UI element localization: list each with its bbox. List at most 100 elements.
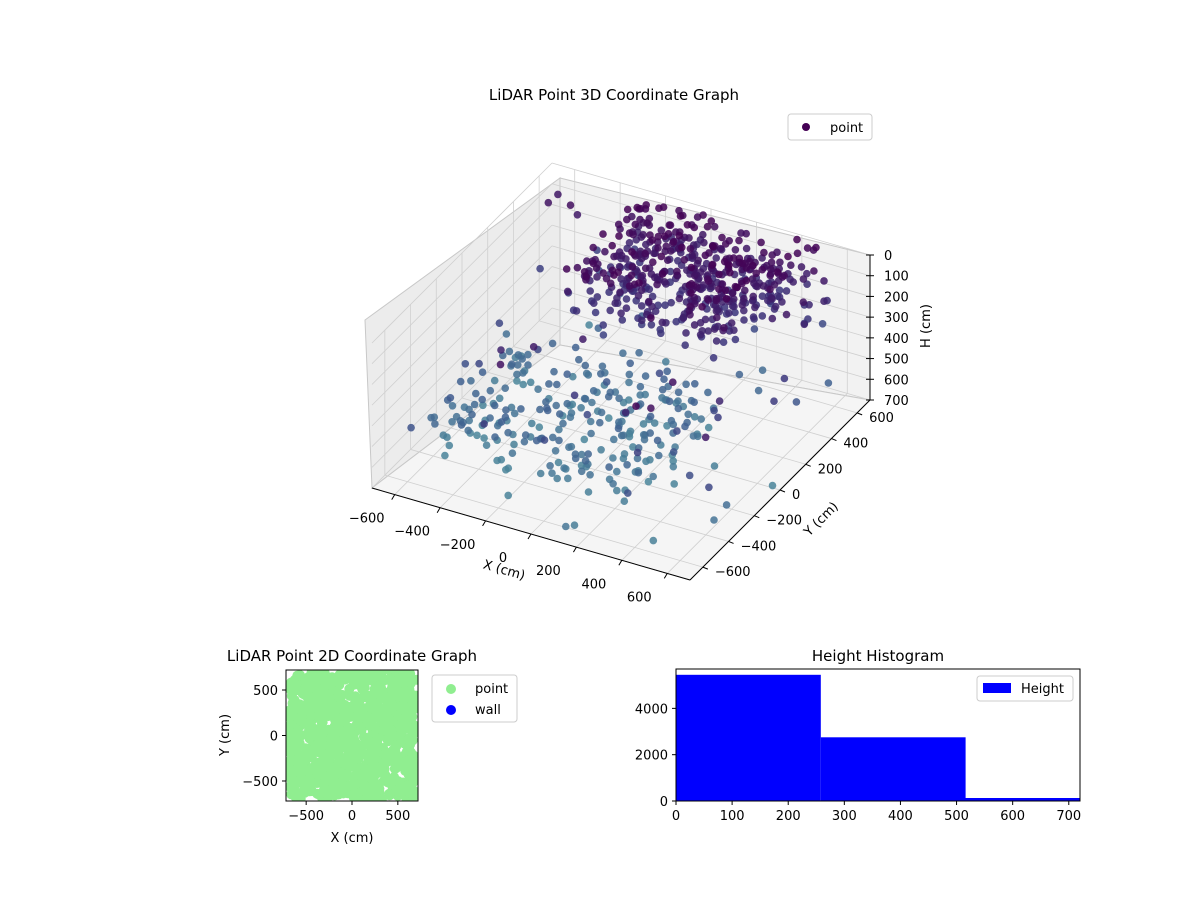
point-marker: [690, 398, 698, 407]
point-marker-2d: [356, 724, 366, 735]
point-marker: [698, 303, 706, 311]
point-marker: [439, 431, 448, 440]
point-marker: [563, 370, 571, 379]
point-marker: [490, 376, 499, 385]
point-marker: [534, 385, 542, 394]
point-marker: [548, 339, 557, 348]
point-marker: [633, 454, 642, 463]
point-marker-2d: [391, 741, 402, 752]
point-marker: [820, 277, 828, 285]
point-marker: [803, 269, 811, 278]
point-marker-2d: [368, 793, 379, 801]
point-marker: [686, 311, 694, 319]
grid-line-left-h: [371, 287, 553, 468]
point-marker: [597, 370, 605, 378]
point-marker: [662, 358, 670, 366]
point-marker: [641, 372, 650, 380]
point-marker: [501, 384, 510, 393]
point-marker: [519, 380, 527, 389]
chart-3d-grid: [371, 162, 871, 574]
point-marker: [730, 302, 738, 311]
point-marker: [654, 232, 663, 241]
x-tick-mark-3d: [436, 507, 441, 513]
point-marker: [514, 361, 522, 369]
point-marker: [797, 263, 806, 271]
point-marker-2d: [319, 777, 330, 788]
point-marker: [672, 317, 680, 326]
point-marker-2d: [374, 689, 385, 700]
point-marker: [805, 301, 813, 309]
point-marker: [486, 386, 495, 395]
point-marker-2d: [410, 703, 418, 714]
point-marker: [674, 388, 683, 397]
legend-3d-marker: [802, 123, 810, 131]
point-marker-2d: [350, 691, 361, 702]
point-marker: [633, 268, 641, 276]
point-marker: [633, 448, 642, 457]
hist-x-tick-label: 100: [720, 809, 745, 824]
point-marker: [712, 337, 721, 345]
point-marker: [513, 370, 521, 379]
point-marker: [517, 405, 525, 413]
point-marker-2d: [396, 727, 407, 738]
legend-2d-label-point: point: [475, 682, 508, 697]
point-marker: [799, 275, 808, 283]
point-marker: [601, 247, 609, 256]
point-marker: [701, 433, 710, 442]
legend-histogram-frame: [976, 675, 1074, 702]
point-marker: [780, 374, 789, 383]
point-marker: [644, 477, 653, 486]
legend-2d-marker-wall: [446, 705, 456, 715]
x-tick-label-3d: 600: [627, 590, 652, 605]
point-marker: [579, 335, 587, 344]
point-marker: [700, 238, 708, 247]
point-marker: [609, 454, 617, 462]
point-marker: [622, 295, 631, 303]
point-marker: [553, 474, 561, 483]
x-tick-mark-3d: [482, 520, 487, 527]
point-marker: [663, 422, 671, 430]
z-tick-label-3d: 200: [884, 290, 909, 305]
hist-x-tick-label: 600: [1000, 809, 1025, 824]
point-marker: [657, 329, 665, 338]
grid-line-left-h: [371, 224, 553, 406]
point-marker: [448, 418, 456, 426]
point-marker: [704, 296, 713, 304]
point-marker: [675, 231, 684, 240]
point-marker: [770, 397, 778, 406]
point-marker: [727, 319, 736, 327]
point-marker-2d: [359, 785, 369, 796]
point-marker-2d: [358, 681, 369, 692]
point-marker: [731, 335, 740, 344]
point-marker-2d: [326, 769, 337, 780]
legend-histogram-label: Height: [1021, 682, 1064, 697]
point-marker: [599, 269, 608, 277]
hist-y-tick-label: 2000: [635, 749, 668, 764]
point-marker-2d: [403, 734, 414, 745]
point-marker: [704, 388, 712, 397]
point-marker: [504, 428, 512, 437]
histogram-bar: [676, 674, 821, 801]
point-marker: [752, 269, 760, 278]
point-marker: [545, 380, 553, 388]
grid-line-left-h: [371, 162, 553, 344]
point-marker-2d: [291, 763, 302, 774]
point-marker: [623, 461, 631, 469]
point-marker: [470, 400, 479, 409]
point-marker: [427, 413, 435, 422]
point-marker: [563, 399, 571, 408]
point-marker: [758, 312, 767, 320]
point-marker-2d: [292, 670, 303, 681]
point-marker-2d: [345, 711, 356, 722]
point-marker: [645, 285, 654, 294]
point-marker: [468, 410, 476, 419]
point-marker-2d: [345, 740, 356, 751]
point-marker: [715, 270, 723, 279]
point-marker: [771, 302, 780, 311]
point-marker: [584, 450, 592, 458]
point-marker: [625, 432, 634, 441]
point-marker: [445, 441, 454, 450]
point-marker: [768, 314, 777, 323]
point-marker: [599, 230, 607, 238]
